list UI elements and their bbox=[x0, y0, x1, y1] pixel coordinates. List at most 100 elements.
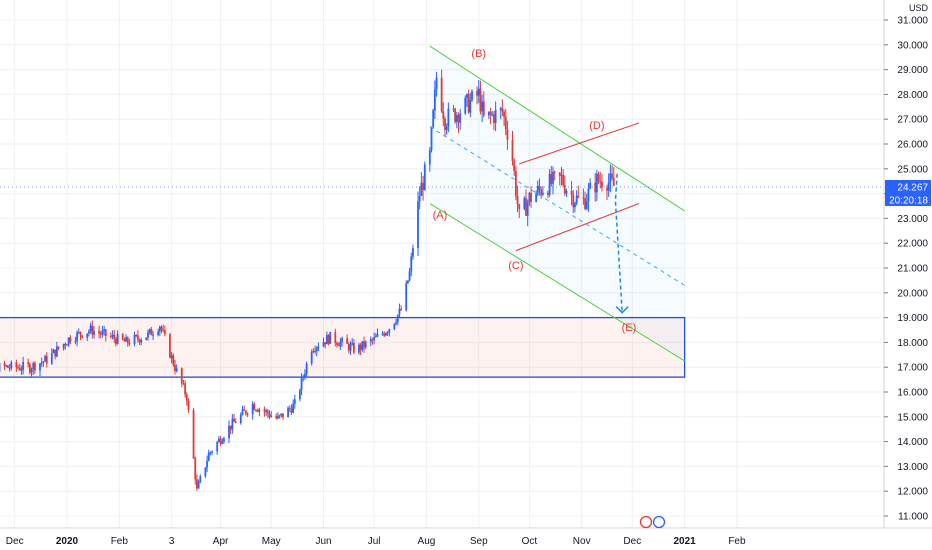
candle-body bbox=[138, 339, 141, 343]
candle-body bbox=[341, 338, 343, 342]
price-tick-label: 17.000 bbox=[897, 363, 928, 374]
candle-body bbox=[577, 195, 580, 198]
candle-body bbox=[511, 139, 514, 161]
candle-body bbox=[180, 368, 183, 384]
candle-body bbox=[336, 342, 338, 345]
candle-body bbox=[280, 413, 283, 416]
candle-body bbox=[69, 337, 72, 342]
candle-body bbox=[123, 339, 126, 342]
price-tick-label: 18.000 bbox=[897, 338, 928, 349]
candle-body bbox=[481, 101, 484, 112]
time-tick-label: Jun bbox=[315, 536, 331, 547]
candle-body bbox=[246, 413, 249, 415]
candle-body bbox=[359, 344, 362, 350]
price-tick-label: 14.000 bbox=[897, 437, 928, 448]
candle-body bbox=[432, 110, 435, 128]
candle-body bbox=[150, 329, 153, 336]
candle-body bbox=[499, 108, 502, 110]
candle-body bbox=[282, 413, 284, 418]
candle-body bbox=[140, 340, 143, 343]
brand-logo bbox=[639, 515, 666, 529]
candle-body bbox=[381, 333, 384, 335]
candle-body bbox=[111, 334, 114, 337]
time-axis[interactable]: Dec 2020 Feb 3 Apr May Jun Jul Aug Sep Oct Nov Dec 20… bbox=[0, 527, 932, 550]
candle-body bbox=[292, 403, 295, 413]
candle-body bbox=[125, 337, 127, 342]
candle-body bbox=[464, 97, 467, 114]
candle-body bbox=[589, 182, 592, 189]
candle-body bbox=[317, 346, 320, 348]
candle-body bbox=[55, 346, 58, 357]
candle-body bbox=[256, 410, 259, 412]
candle-body bbox=[388, 329, 391, 333]
candle-body bbox=[211, 451, 214, 453]
candle-body bbox=[79, 331, 82, 336]
candle-body bbox=[587, 188, 590, 202]
candle-body bbox=[396, 315, 399, 323]
candle-body bbox=[275, 415, 278, 419]
candle-body bbox=[315, 347, 318, 352]
candle-body bbox=[10, 362, 13, 369]
candle-body bbox=[466, 94, 468, 98]
price-axis[interactable]: 11.000 12.000 13.000 14.000 15.000 16.000 17.0… bbox=[883, 0, 932, 550]
candle-body bbox=[597, 174, 600, 182]
channel-lower-line bbox=[429, 203, 685, 362]
candle-body bbox=[398, 308, 401, 316]
candle-body bbox=[113, 334, 116, 339]
candle-body bbox=[599, 181, 602, 183]
time-tick-label: Dec bbox=[6, 536, 24, 547]
candle-body bbox=[406, 280, 409, 284]
candle-body bbox=[518, 204, 521, 209]
candle-body bbox=[62, 343, 65, 349]
candle-body bbox=[445, 126, 448, 131]
candle-body bbox=[86, 333, 89, 338]
candle-body bbox=[157, 331, 160, 335]
candle-body bbox=[455, 114, 458, 122]
wave-label: (C) bbox=[508, 260, 523, 272]
candle-body bbox=[582, 197, 585, 199]
candle-body bbox=[410, 256, 413, 272]
candle-body bbox=[258, 409, 261, 412]
candle-body bbox=[121, 333, 124, 340]
candle-body bbox=[349, 344, 352, 351]
candle-body bbox=[516, 195, 519, 205]
candle-body bbox=[231, 418, 234, 430]
candle-body bbox=[89, 325, 92, 332]
currency-label: USD bbox=[909, 3, 929, 13]
candles bbox=[0, 69, 615, 491]
candle-body bbox=[514, 171, 517, 196]
candle-body bbox=[278, 415, 281, 417]
price-tick-label: 31.000 bbox=[897, 16, 928, 27]
current-price-text: 24.267 bbox=[897, 182, 928, 193]
candle-body bbox=[115, 338, 117, 344]
candle-body bbox=[136, 335, 139, 340]
candle-body bbox=[337, 344, 340, 347]
candle-body bbox=[133, 335, 136, 345]
candle-body bbox=[476, 91, 478, 96]
candle-body bbox=[145, 337, 148, 341]
candle-body bbox=[501, 108, 504, 112]
candle-body bbox=[57, 346, 60, 349]
candle-body bbox=[304, 373, 306, 377]
candle-body bbox=[34, 363, 36, 371]
candle-body bbox=[469, 99, 472, 113]
candle-body bbox=[310, 351, 313, 364]
candle-body bbox=[479, 88, 482, 112]
candle-body bbox=[30, 369, 33, 373]
candle-body bbox=[244, 410, 247, 414]
candle-body bbox=[373, 337, 376, 341]
candle-body bbox=[607, 182, 610, 191]
price-tick-label: 22.000 bbox=[897, 239, 928, 250]
logo-circle-left bbox=[639, 515, 653, 529]
candle-body bbox=[103, 329, 106, 331]
candle-body bbox=[32, 363, 35, 370]
candle-body bbox=[15, 362, 18, 368]
wave-label: (D) bbox=[589, 120, 604, 132]
time-tick-label: Dec bbox=[623, 536, 641, 547]
time-axis-background bbox=[0, 528, 932, 550]
candle-body bbox=[494, 109, 497, 123]
countdown-text: 20:20:18 bbox=[889, 195, 928, 206]
candle-body bbox=[327, 335, 330, 344]
current-price-badge bbox=[885, 179, 931, 193]
